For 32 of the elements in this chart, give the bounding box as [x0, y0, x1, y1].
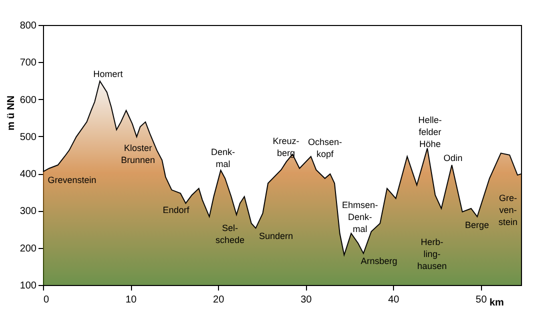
y-tick-label: 300 [20, 206, 37, 218]
annotation: Ehmsen- Denk- mal [342, 200, 378, 234]
y-tick-label: 400 [20, 169, 37, 180]
y-tick-label: 800 [20, 20, 37, 32]
annotation: Kreuz- berg [272, 136, 300, 158]
y-tick-label: 600 [20, 94, 37, 106]
x-axis-title: km [490, 298, 504, 308]
annotation: Odin [443, 153, 463, 163]
annotation: Homert [93, 69, 124, 79]
x-tick-label: 30 [300, 294, 312, 306]
y-tick-label: 100 [20, 280, 37, 292]
x-tick-label: 20 [213, 294, 225, 306]
annotation: Sundern [258, 231, 294, 241]
annotation: Sel- schede [215, 223, 245, 245]
annotation: Berge [464, 220, 490, 230]
annotation: Kloster Brunnen [120, 143, 156, 165]
y-axis-title: m ü NN [6, 96, 17, 130]
annotation: Herb- ling- hausen [417, 237, 447, 271]
annotation: Gre- ven- stein [498, 193, 518, 227]
annotation: Helle- felder Höhe [418, 115, 442, 149]
annotation: Grevenstein [48, 175, 96, 185]
annotation: Denk- mal [210, 147, 236, 169]
x-tick-label: 50 [476, 294, 488, 306]
annotation: Arnsberg [360, 256, 398, 266]
x-tick-label: 10 [125, 294, 138, 306]
y-tick-label: 500 [20, 132, 37, 143]
x-tick-label: 40 [388, 294, 400, 306]
x-tick-label: 0 [44, 294, 50, 306]
annotation: Endorf [162, 205, 190, 215]
annotation: Ochsen- kopf [308, 137, 342, 159]
y-tick-label: 700 [20, 58, 37, 69]
y-tick-label: 200 [20, 243, 37, 254]
